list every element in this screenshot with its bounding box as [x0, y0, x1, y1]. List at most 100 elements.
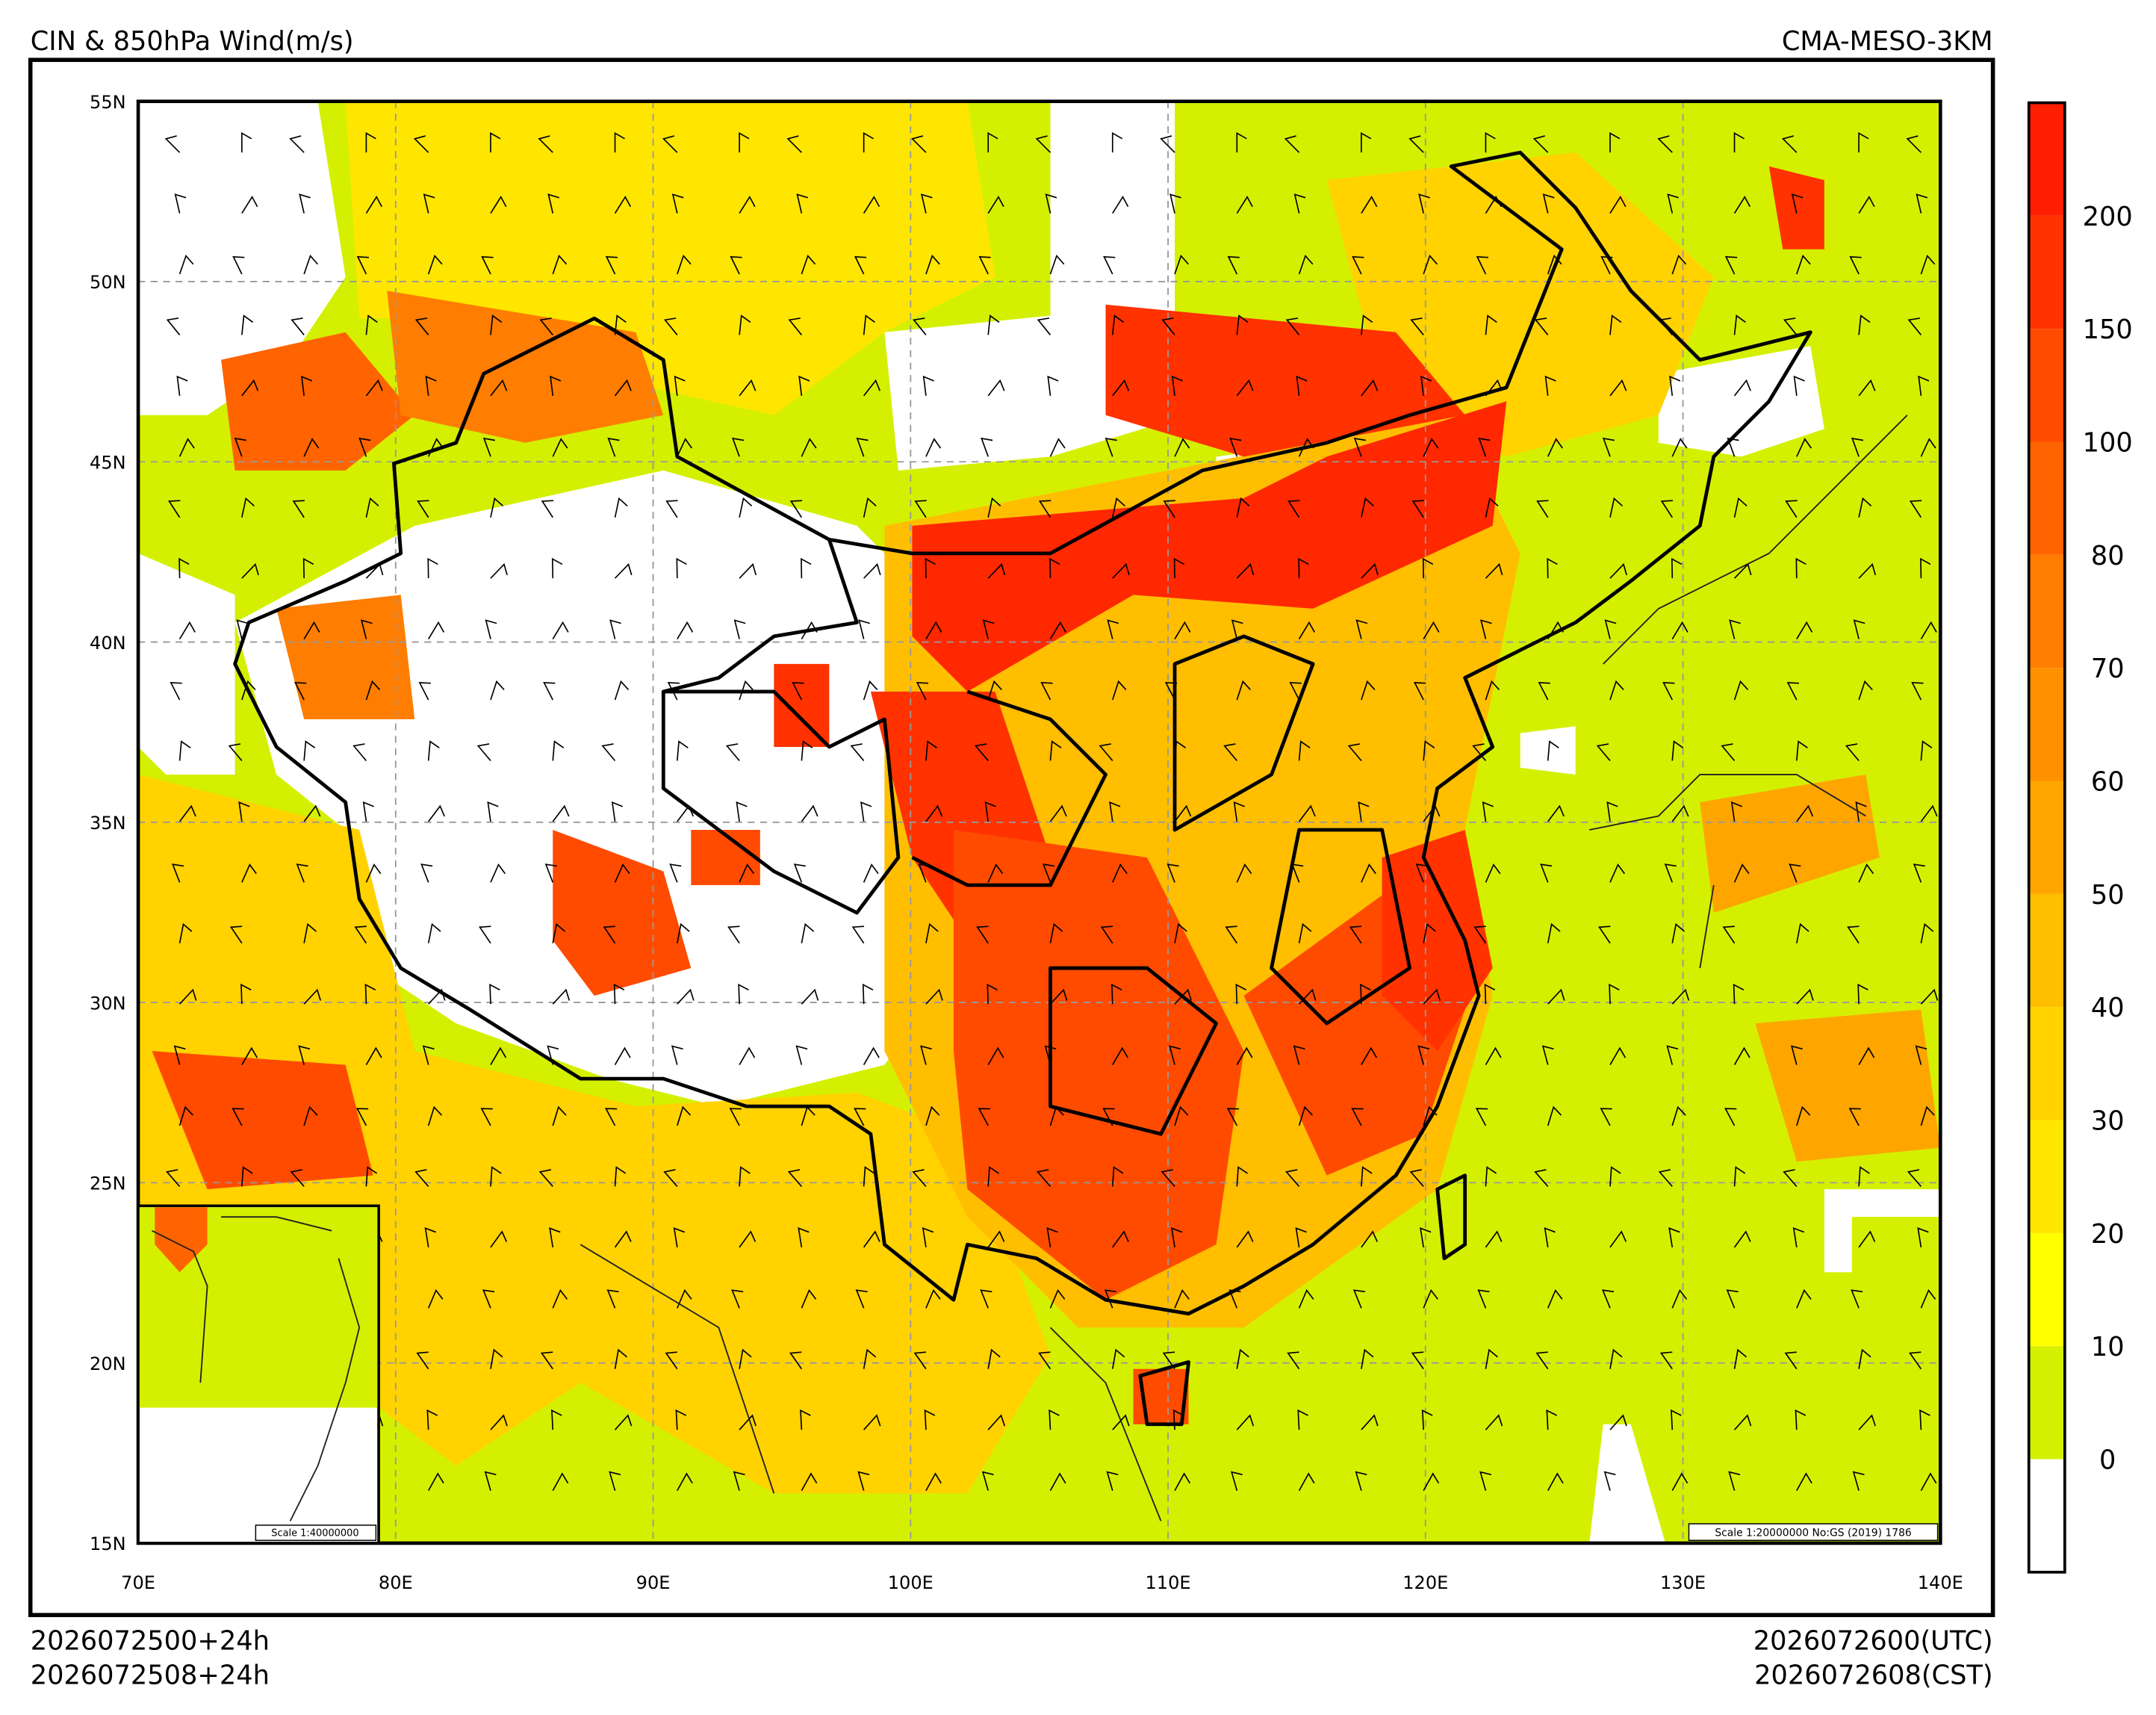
wind-barb [484, 1471, 497, 1491]
wind-barb [232, 255, 245, 275]
lat-tick-label: 40N [90, 633, 126, 654]
wind-barb [925, 438, 942, 457]
wind-barb [851, 925, 865, 944]
wind-barb [1907, 317, 1922, 335]
wind-barb [241, 1046, 258, 1066]
wind-barb [1920, 804, 1938, 822]
colorbar-segment [2028, 893, 2065, 1008]
colorbar-label: 150 [2083, 314, 2133, 345]
wind-barb [925, 988, 943, 1005]
wind-barb [427, 922, 441, 943]
wind-barb [1298, 1472, 1315, 1491]
wind-barb [676, 557, 687, 579]
wind-barb [1733, 1230, 1751, 1248]
scale-box [1688, 1523, 1939, 1541]
wind-barb [739, 379, 757, 397]
wind-barb [1477, 1289, 1490, 1309]
wind-barb [1733, 497, 1748, 518]
wind-barb [1540, 863, 1553, 883]
wind-barb [1414, 682, 1426, 701]
wind-barb [241, 314, 254, 335]
wind-barb [1355, 1471, 1367, 1491]
wind-barb [490, 1414, 508, 1430]
wind-barb [303, 804, 321, 822]
wind-barb [987, 131, 998, 153]
wind-barb [614, 1348, 628, 1369]
wind-barb [1293, 193, 1306, 214]
wind-barb [1353, 437, 1366, 457]
wind-barb [1236, 680, 1251, 701]
wind-barb [1858, 562, 1877, 579]
wind-barb [1733, 1414, 1752, 1430]
colorbar-segment [2028, 1346, 2065, 1460]
wind-barb [1169, 1045, 1181, 1065]
wind-barb [1790, 1045, 1803, 1065]
wind-barb [987, 1166, 999, 1187]
wind-barb [552, 740, 565, 761]
wind-barb [1111, 131, 1123, 153]
wind-barb [303, 438, 320, 457]
wind-barb [614, 863, 630, 883]
wind-barb [1849, 255, 1862, 275]
wind-barb [609, 619, 621, 639]
wind-barb [863, 497, 877, 518]
wind-barb [178, 621, 196, 640]
wind-barb [733, 619, 746, 639]
wind-barb [978, 255, 991, 275]
wind-barb [1796, 621, 1813, 640]
wind-barb [1609, 379, 1627, 397]
wind-barb [1609, 680, 1624, 701]
wind-barb [362, 801, 374, 822]
wind-barb [677, 1288, 692, 1309]
wind-barb [1111, 680, 1127, 701]
wind-barb [241, 562, 259, 579]
wind-barb [982, 619, 995, 639]
wind-barb [365, 379, 383, 397]
wind-barb [298, 1045, 311, 1065]
wind-barb [739, 1166, 751, 1187]
inset-map: Scale 1:40000000 [137, 1204, 380, 1545]
wind-barb [925, 621, 942, 640]
wind-barb [1920, 438, 1936, 457]
wind-barb [490, 497, 504, 518]
wind-barb [1349, 925, 1362, 944]
wind-barb [1795, 557, 1806, 579]
wind-barb [1724, 1108, 1737, 1126]
init-utc: 2026072500+24h [31, 1625, 270, 1656]
wind-barb [1858, 680, 1873, 701]
wind-barb [425, 375, 437, 396]
wind-barb [925, 1105, 940, 1126]
wind-barb [1361, 863, 1376, 883]
wind-barb [739, 1414, 757, 1430]
wind-barb [1730, 801, 1743, 822]
wind-barb [924, 1409, 936, 1430]
wind-barb [552, 988, 571, 1005]
wind-barb [614, 1046, 631, 1066]
wind-barb [1361, 1166, 1373, 1187]
wind-barb [974, 743, 989, 761]
wind-barb [365, 1166, 378, 1187]
wind-barb [604, 1108, 618, 1126]
wind-barb [1733, 195, 1751, 214]
wind-barb [1722, 925, 1736, 944]
wind-barb [1792, 1227, 1805, 1248]
lon-tick-label: 120E [1402, 1572, 1448, 1593]
wind-barb [739, 195, 756, 214]
wind-barb [1229, 437, 1242, 457]
wind-barb [1236, 379, 1254, 397]
wind-barb [355, 1108, 369, 1126]
wind-barb [730, 255, 742, 275]
wind-barb [981, 437, 993, 457]
wind-barb [1858, 1414, 1876, 1430]
wind-barb [427, 1105, 443, 1126]
wind-barb [490, 1166, 502, 1187]
colorbar: 0 10 20 30 40 50 60 70 80 100 150 200 [2027, 101, 2133, 1574]
wind-barb [424, 1227, 436, 1248]
wind-barb [1858, 314, 1871, 335]
wind-barb [1733, 983, 1745, 1005]
wind-barb [1105, 437, 1117, 457]
wind-barb [987, 314, 1000, 335]
wind-barb [1235, 983, 1247, 1005]
wind-barb [739, 314, 751, 335]
wind-barb [1361, 1414, 1379, 1430]
